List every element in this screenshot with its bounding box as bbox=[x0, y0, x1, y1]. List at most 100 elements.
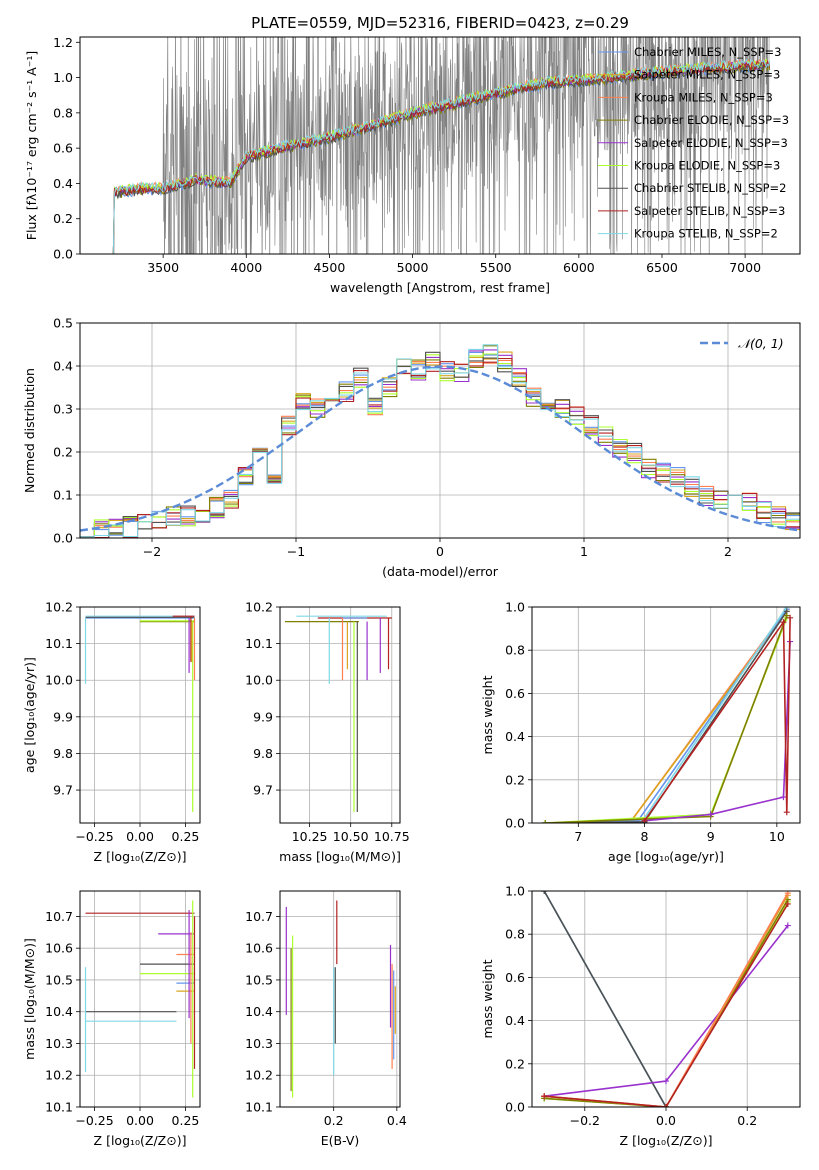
x-tick-label: 0.25 bbox=[172, 1113, 200, 1128]
grid-lines bbox=[532, 890, 800, 1108]
axes-frame bbox=[79, 890, 201, 1108]
y-tick-label: 10.4 bbox=[45, 1004, 73, 1019]
kroupa-stelib-histogram bbox=[80, 344, 800, 538]
y-tick-label: 10.6 bbox=[45, 941, 73, 956]
x-tick-label: 0.0 bbox=[656, 1113, 676, 1128]
y-tick-label: 9.9 bbox=[253, 709, 273, 724]
legend: 𝒩(0, 1) bbox=[700, 336, 784, 351]
y-tick-label: 0.2 bbox=[505, 1056, 525, 1071]
legend-label: Chabrier STELIB, N_SSP=2 bbox=[634, 181, 786, 195]
y-axis-label: mass weight bbox=[480, 675, 495, 754]
y-tick-label: 0.4 bbox=[505, 1013, 525, 1028]
axes-frame bbox=[279, 606, 401, 824]
axes: 3500 4000 4500 5000 5500 6000 6500 7000 0.0 0.2 0.… bbox=[24, 14, 801, 295]
y-tick-label: 1.2 bbox=[53, 35, 73, 50]
x-tick-label: −1 bbox=[287, 544, 305, 559]
y-tick-label: 10.1 bbox=[45, 636, 73, 651]
axes: −0.25 0.00 0.25 9.7 9.8 9.9 10.0 10.1 10.2 Z [log… bbox=[22, 600, 201, 864]
y-tick-label: 10.1 bbox=[245, 636, 273, 651]
x-tick-label: 10 bbox=[769, 829, 785, 844]
x-tick-label: 7 bbox=[574, 829, 582, 844]
plot-area bbox=[84, 900, 196, 1098]
y-tick-label: 0.6 bbox=[505, 970, 525, 985]
x-tick-label: 0.00 bbox=[126, 829, 154, 844]
y-tick-label: 10.7 bbox=[45, 909, 73, 924]
legend-label: Kroupa ELODIE, N_SSP=3 bbox=[634, 159, 780, 173]
y-tick-label: 0.0 bbox=[505, 816, 525, 831]
x-tick-label: 5000 bbox=[397, 260, 429, 275]
y-tick-label: 0.2 bbox=[505, 772, 525, 787]
legend-label: Salpeter ELODIE, N_SSP=3 bbox=[634, 136, 788, 150]
y-tick-label: 9.8 bbox=[53, 746, 73, 761]
y-tick-label: 1.0 bbox=[505, 884, 525, 899]
x-tick-label: −2 bbox=[143, 544, 161, 559]
x-tick-label: 7000 bbox=[729, 260, 761, 275]
axes: 0.2 0.4 10.1 10.2 10.3 10.4 10.5 10.6 10.7 E(B-V) bbox=[245, 890, 407, 1148]
plot-area bbox=[285, 900, 396, 1098]
y-axis-label: Normed distribution bbox=[22, 368, 37, 493]
y-tick-label: 10.1 bbox=[245, 1100, 273, 1115]
legend-label: Chabrier MILES, N_SSP=3 bbox=[634, 45, 781, 59]
x-axis-label: mass [log₁₀(M/M⊙)] bbox=[279, 849, 401, 864]
axes-frame bbox=[531, 606, 801, 824]
y-tick-label: 10.5 bbox=[45, 972, 73, 987]
y-tick-label: 10.5 bbox=[245, 972, 273, 987]
y-tick-label: 0.8 bbox=[505, 927, 525, 942]
x-tick-label: 9 bbox=[707, 829, 715, 844]
chabrier-elodie-weight-line bbox=[544, 899, 789, 1107]
x-axis-label: Z [log₁₀(Z/Z⊙)] bbox=[620, 1133, 713, 1148]
y-tick-label: 0.4 bbox=[53, 176, 73, 191]
x-tick-label: 3500 bbox=[147, 260, 179, 275]
y-tick-label: 9.8 bbox=[253, 746, 273, 761]
y-axis-label: mass weight bbox=[480, 959, 495, 1038]
x-tick-label: −0.2 bbox=[570, 1113, 600, 1128]
plot-area bbox=[542, 607, 794, 823]
axes: −0.25 0.00 0.25 10.1 10.2 10.3 10.4 10.5 10.6 10.… bbox=[22, 890, 201, 1148]
chabrier-elodie-model-line bbox=[112, 62, 771, 254]
y-tick-label: 0.0 bbox=[53, 247, 73, 262]
x-tick-label: 0.2 bbox=[737, 1113, 757, 1128]
y-tick-label: 10.2 bbox=[245, 1068, 273, 1083]
mass-weight-vs-age-panel: 7 8 9 10 0.0 0.2 0.4 0.6 0.8 1.0 age [log₁₀(age/yr… bbox=[480, 600, 801, 864]
y-tick-label: 0.0 bbox=[53, 531, 73, 546]
y-tick-label: 0.1 bbox=[53, 488, 73, 503]
axes: 10.25 10.50 10.75 9.7 9.8 9.9 10.0 10.1 10.2 mass… bbox=[245, 600, 410, 865]
age-vs-z-panel: −0.25 0.00 0.25 9.7 9.8 9.9 10.0 10.1 10.2 Z [log… bbox=[22, 600, 201, 864]
y-tick-label: 10.0 bbox=[245, 673, 273, 688]
legend: Chabrier MILES, N_SSP=3 Salpeter MILES, N… bbox=[598, 45, 789, 241]
mass-vs-ebv-panel: 0.2 0.4 10.1 10.2 10.3 10.4 10.5 10.6 10.7 E(B-V) bbox=[245, 890, 407, 1148]
salpeter-elodie-weight-marker bbox=[784, 922, 791, 929]
legend-label: Salpeter STELIB, N_SSP=3 bbox=[634, 204, 785, 218]
y-tick-label: 9.7 bbox=[253, 783, 273, 798]
y-tick-label: 10.4 bbox=[245, 1004, 273, 1019]
salpeter-stelib-weight-marker bbox=[784, 900, 791, 907]
y-tick-label: 10.0 bbox=[45, 673, 73, 688]
y-tick-label: 9.9 bbox=[53, 709, 73, 724]
x-tick-label: 6500 bbox=[646, 260, 678, 275]
x-tick-label: 10.25 bbox=[292, 829, 328, 844]
salpeter-stelib-weight-marker bbox=[780, 619, 787, 626]
spectrum-panel: 3500 4000 4500 5000 5500 6000 6500 7000 0.0 0.2 0.… bbox=[24, 14, 801, 295]
salpeter-stelib-model-line bbox=[112, 59, 771, 254]
y-tick-label: 10.2 bbox=[45, 1068, 73, 1083]
axes-frame bbox=[531, 890, 801, 1108]
salpeter-stelib-weight-line bbox=[643, 617, 791, 822]
legend-label: Kroupa STELIB, N_SSP=2 bbox=[634, 227, 778, 241]
x-tick-label: 8 bbox=[641, 829, 649, 844]
salpeter-elodie-weight-line bbox=[644, 641, 791, 822]
kroupa-elodie-model-line bbox=[112, 57, 770, 254]
y-tick-label: 0.2 bbox=[53, 445, 73, 460]
plot-area bbox=[80, 344, 800, 538]
chabrier-elodie-weight-line bbox=[545, 615, 788, 823]
x-tick-label: 10.50 bbox=[333, 829, 369, 844]
x-tick-label: 0.25 bbox=[172, 829, 200, 844]
x-tick-label: 1 bbox=[580, 544, 588, 559]
x-tick-label: 0 bbox=[436, 544, 444, 559]
chabrier-elodie-weight-marker bbox=[542, 820, 549, 823]
axes-frame bbox=[79, 606, 201, 824]
y-tick-label: 1.0 bbox=[53, 70, 73, 85]
kroupa-stelib-model-line bbox=[112, 58, 771, 254]
x-axis-label: (data-model)/error bbox=[382, 564, 499, 579]
x-tick-label: 6000 bbox=[563, 260, 595, 275]
